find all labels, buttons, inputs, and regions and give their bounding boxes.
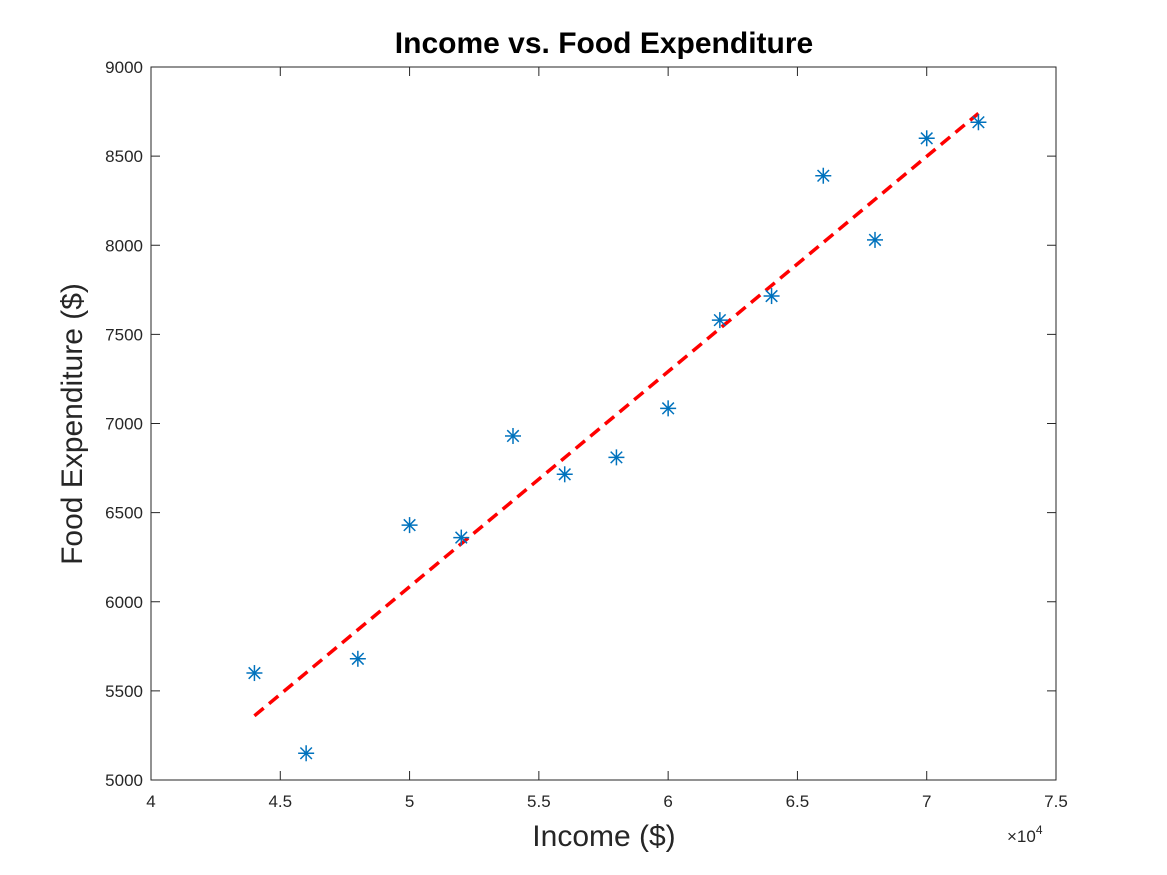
data-point [401,517,418,534]
data-point [505,427,521,444]
x-axis-multiplier: ×104 [1007,823,1043,846]
x-tick-label: 4 [146,792,155,811]
x-tick-label: 5 [405,792,414,811]
data-point [349,650,366,667]
chart-title: Income vs. Food Expenditure [395,27,813,60]
x-axis: 4 4.5 5 5.5 6 6.5 7 7.5 [146,67,1068,811]
x-tick-label: 7 [922,792,931,811]
data-point [815,167,832,184]
x-axis-multiplier-base: ×10 [1007,827,1036,846]
data-point [867,231,883,248]
y-tick-label: 7000 [105,415,143,434]
data-point [970,114,987,131]
y-tick-label: 5000 [105,771,143,790]
x-tick-label: 6 [663,792,672,811]
x-tick-label: 5.5 [527,792,551,811]
data-point [711,312,728,329]
regression-line [253,111,980,718]
fit-line [253,111,980,718]
y-axis: 5000 5500 6000 6500 7000 7500 8000 8500 9000 [105,58,1056,790]
y-tick-label: 6500 [105,504,143,523]
y-tick-label: 5500 [105,682,143,701]
data-point [763,288,780,305]
data-point [556,466,573,483]
y-tick-label: 9000 [105,58,143,77]
y-axis-label: Food Expenditure ($) [56,283,89,565]
x-tick-label: 7.5 [1044,792,1068,811]
x-axis-multiplier-exponent: 4 [1036,823,1043,837]
data-point [660,400,677,417]
y-tick-label: 8500 [105,147,143,166]
data-point [246,665,263,682]
data-point [298,745,315,762]
y-tick-label: 8000 [105,236,143,255]
x-tick-label: 6.5 [786,792,810,811]
data-point [918,130,935,147]
data-point [453,529,470,546]
plot-area [150,66,1057,781]
y-tick-label: 7500 [105,325,143,344]
data-point [608,449,625,466]
data-points [246,114,987,762]
x-axis-label: Income ($) [532,820,675,853]
x-tick-label: 4.5 [268,792,292,811]
y-tick-label: 6000 [105,593,143,612]
